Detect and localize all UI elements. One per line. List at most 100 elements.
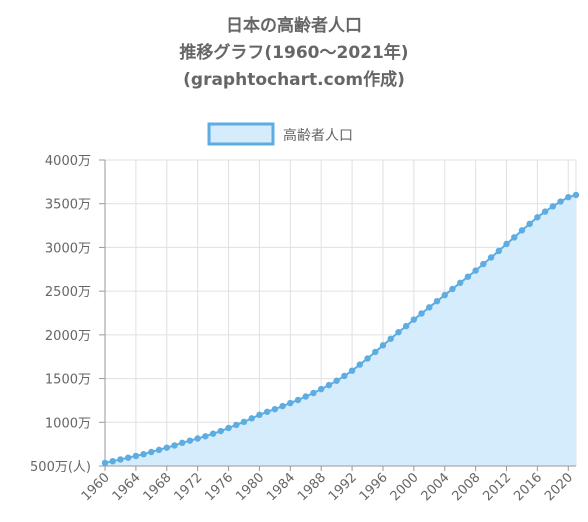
data-point-2016 [534,214,541,221]
area-fill [105,194,576,466]
data-point-1993 [356,361,363,368]
data-point-1968 [163,444,170,451]
data-point-1978 [240,418,248,426]
x-tick-label: 1964 [110,470,144,504]
y-tick-label: 4000万 [45,154,91,169]
data-point-2004 [441,291,448,299]
data-point-2010 [487,254,495,261]
area-series [104,194,577,466]
legend: 高齢者人口 [207,122,353,146]
x-tick-label: 1972 [171,470,205,504]
data-point-1977 [233,421,240,429]
legend-swatch [207,122,275,146]
data-point-1997 [387,335,394,342]
data-point-2021 [572,191,580,199]
data-point-2011 [495,247,502,255]
data-point-1979 [248,415,255,422]
data-point-1986 [302,393,309,400]
data-point-2006 [456,279,464,287]
data-point-1984 [287,399,294,407]
y-tick-label: 3500万 [45,198,91,213]
data-point-1969 [171,442,178,449]
data-point-2002 [426,304,433,311]
x-tick-label: 1968 [141,470,175,504]
data-point-1985 [294,396,302,404]
data-point-1982 [271,405,279,413]
data-point-1962 [117,456,124,463]
data-point-2000 [410,316,418,323]
title-line-2: 推移グラフ(1960〜2021年) [179,42,408,63]
x-tick-label: 1980 [233,470,267,504]
data-point-1963 [124,454,132,461]
x-tick-label: 2000 [388,470,422,504]
data-point-1983 [279,402,286,410]
x-tick-label: 2004 [419,470,453,504]
data-point-1981 [263,408,271,415]
data-point-1973 [202,433,209,440]
data-point-1964 [132,452,140,460]
y-tick-label: 500万(人) [30,460,91,475]
data-point-1995 [372,348,379,356]
y-tick-label: 1000万 [45,416,91,431]
data-point-1975 [217,427,225,435]
data-point-2017 [541,208,549,215]
data-point-1976 [225,424,232,432]
data-point-2009 [480,260,487,268]
y-tick-label: 2500万 [45,285,91,300]
data-point-2019 [557,198,564,205]
data-point-2001 [418,310,425,317]
data-points [101,191,580,467]
data-point-2018 [549,203,557,210]
y-tick-label: 2000万 [45,329,91,344]
x-tick-label: 2020 [542,470,576,504]
x-tick-label: 1960 [79,470,113,504]
data-point-1990 [333,377,340,384]
x-tick-label: 1996 [357,470,391,504]
x-tick-label: 1988 [295,470,329,504]
data-point-1961 [109,457,116,465]
data-point-1972 [194,435,201,442]
data-point-1974 [209,430,217,437]
data-point-2007 [464,273,472,280]
data-point-1989 [325,381,333,389]
data-point-1966 [148,448,155,456]
legend-label: 高齢者人口 [283,127,353,144]
data-point-2003 [433,298,441,305]
data-point-1967 [155,446,163,454]
data-point-1991 [341,372,348,380]
x-tick-label: 1984 [264,470,298,504]
data-point-1999 [402,322,410,330]
x-tick-label: 1976 [202,470,236,504]
x-axis-ticks: 1960196419681972197619801984198819921996… [79,466,576,504]
data-point-1998 [395,329,402,336]
data-point-2008 [472,267,479,274]
data-point-2013 [511,234,518,241]
title-line-3: (graphtochart.com作成) [183,69,405,90]
data-point-1970 [179,439,186,447]
data-point-1992 [348,367,356,374]
x-tick-label: 2008 [449,470,483,504]
title-line-1: 日本の高齢者人口 [226,15,362,36]
x-tick-label: 2016 [511,470,545,504]
data-point-2014 [518,227,526,234]
data-point-2015 [526,220,533,228]
data-point-1994 [364,355,371,362]
data-point-2012 [503,240,510,248]
y-tick-label: 3000万 [45,241,91,256]
data-point-1960 [101,459,109,467]
x-tick-label: 2012 [480,470,514,504]
data-point-1980 [256,411,263,419]
data-point-1996 [379,342,387,349]
data-point-1988 [318,385,325,393]
data-point-2020 [565,193,572,201]
x-tick-label: 1992 [326,470,360,504]
y-tick-label: 1500万 [45,373,91,388]
data-point-2005 [449,285,456,293]
data-point-1965 [140,451,147,458]
y-axis-ticks: 500万(人) 1000万 1500万 2000万 2500万 3000万 3500万 400… [30,154,105,475]
data-point-1971 [186,437,194,444]
data-point-1987 [310,389,317,397]
axes [104,160,576,467]
